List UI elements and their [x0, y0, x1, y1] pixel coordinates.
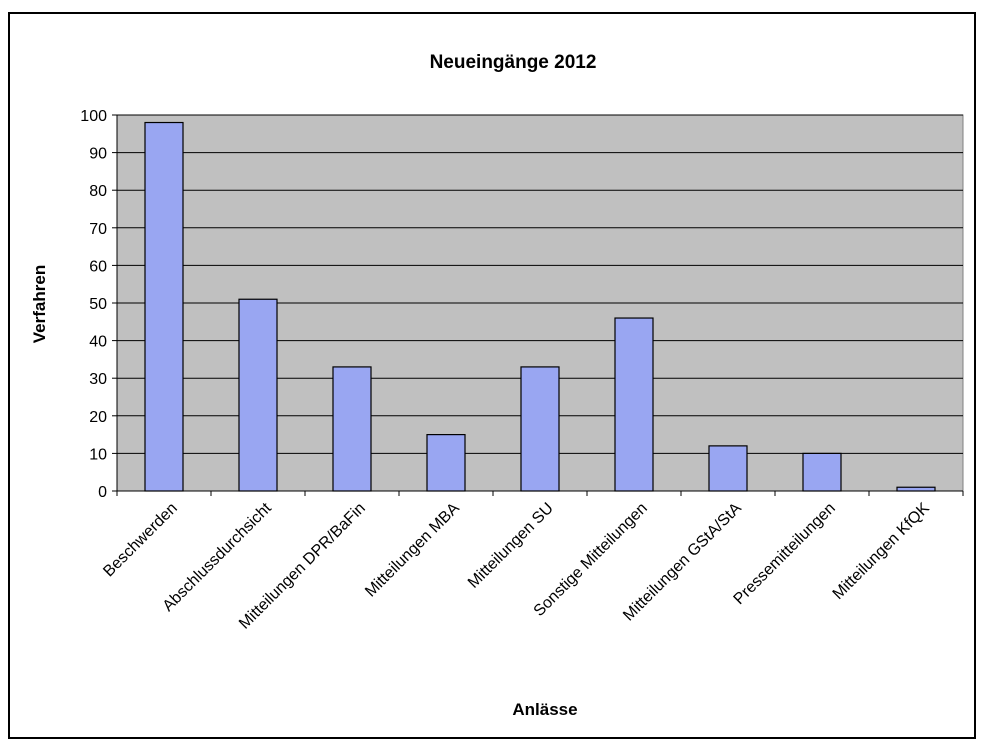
bar: [426, 434, 466, 492]
bar: [802, 452, 842, 492]
bar: [896, 486, 936, 492]
bar: [238, 298, 278, 492]
x-tick-label: Mitteilungen MBA: [362, 500, 463, 601]
y-tick-label: 20: [89, 409, 107, 426]
x-tick-label: Mitteilungen KfQK: [830, 500, 933, 603]
y-tick-label: 90: [89, 146, 107, 163]
bar: [332, 366, 372, 492]
y-tick-label: 10: [89, 446, 107, 463]
y-tick-label: 30: [89, 371, 107, 388]
plot-area: 0102030405060708090100BeschwerdenAbschlu…: [80, 108, 964, 633]
bar: [520, 366, 560, 492]
bar: [614, 317, 654, 492]
y-tick-label: 70: [89, 221, 107, 238]
x-tick-label: Pressemitteilungen: [731, 500, 839, 608]
y-tick-label: 40: [89, 334, 107, 351]
y-tick-label: 0: [98, 484, 107, 501]
y-tick-label: 50: [89, 296, 107, 313]
y-tick-label: 80: [89, 183, 107, 200]
bar: [708, 445, 748, 492]
y-tick-label: 60: [89, 258, 107, 275]
x-axis-title: Anlässe: [512, 700, 577, 719]
y-tick-label: 100: [80, 108, 107, 125]
y-axis-title: Verfahren: [30, 265, 49, 343]
bar: [144, 121, 184, 492]
chart-title: Neueingänge 2012: [430, 52, 597, 73]
x-tick-label: Mitteilungen SU: [465, 500, 557, 592]
x-tick-label: Beschwerden: [100, 500, 181, 581]
